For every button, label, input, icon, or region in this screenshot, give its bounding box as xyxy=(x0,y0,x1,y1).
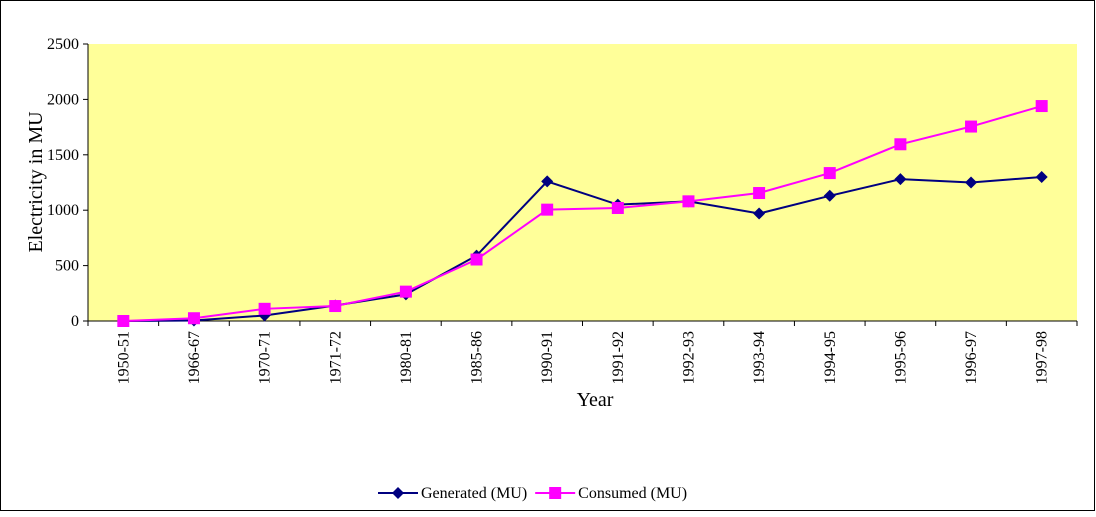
x-tick-label: 1996-97 xyxy=(963,331,980,384)
y-axis-label: Electricity in MU xyxy=(25,111,47,253)
x-tick-label: 1970-71 xyxy=(257,331,274,384)
data-point xyxy=(187,312,200,325)
data-point xyxy=(117,315,130,327)
data-point xyxy=(329,300,342,313)
data-point xyxy=(682,195,695,208)
x-tick-label: 1980-81 xyxy=(398,331,415,384)
x-tick-label: 1985-86 xyxy=(469,331,486,384)
series-line xyxy=(123,175,1042,322)
data-point xyxy=(1035,100,1048,113)
data-point xyxy=(1035,170,1048,183)
x-tick-label: 1994-95 xyxy=(822,331,839,384)
x-tick-label: 1991-92 xyxy=(610,331,627,384)
data-point xyxy=(611,201,624,214)
data-point xyxy=(541,203,554,216)
y-tick-label: 2500 xyxy=(47,36,79,53)
data-point xyxy=(823,189,836,202)
legend-label: Generated (MU) xyxy=(421,485,527,502)
data-point xyxy=(894,138,907,151)
x-tick-label: 1992-93 xyxy=(680,331,697,384)
data-point xyxy=(399,285,412,298)
data-point xyxy=(541,175,554,188)
y-tick-label: 1500 xyxy=(47,147,79,164)
x-tick-label: 1971-72 xyxy=(327,331,344,384)
data-point xyxy=(965,176,978,189)
x-tick-label: 1950-51 xyxy=(115,331,132,384)
data-point xyxy=(965,120,978,133)
data-point xyxy=(894,173,907,186)
y-tick-label: 0 xyxy=(71,313,79,330)
data-point xyxy=(753,187,766,200)
x-tick-label: 1990-91 xyxy=(539,331,556,384)
data-point xyxy=(753,207,766,220)
x-axis-label: Year xyxy=(577,389,614,411)
x-tick-label: 1997-98 xyxy=(1034,331,1051,384)
y-tick-label: 2000 xyxy=(47,91,79,108)
x-tick-label: 1993-94 xyxy=(751,331,768,384)
legend-label: Consumed (MU) xyxy=(578,485,687,502)
x-tick-label: 1966-67 xyxy=(186,331,203,384)
data-point xyxy=(823,167,836,180)
plot-area xyxy=(88,44,1077,321)
y-tick-label: 500 xyxy=(55,258,79,275)
data-point xyxy=(258,302,271,315)
y-tick-label: 1000 xyxy=(47,202,79,219)
series-line xyxy=(123,105,1042,322)
legend-marker xyxy=(549,487,562,499)
data-point xyxy=(470,253,483,266)
legend-marker xyxy=(392,487,404,499)
x-tick-label: 1995-96 xyxy=(892,331,909,384)
